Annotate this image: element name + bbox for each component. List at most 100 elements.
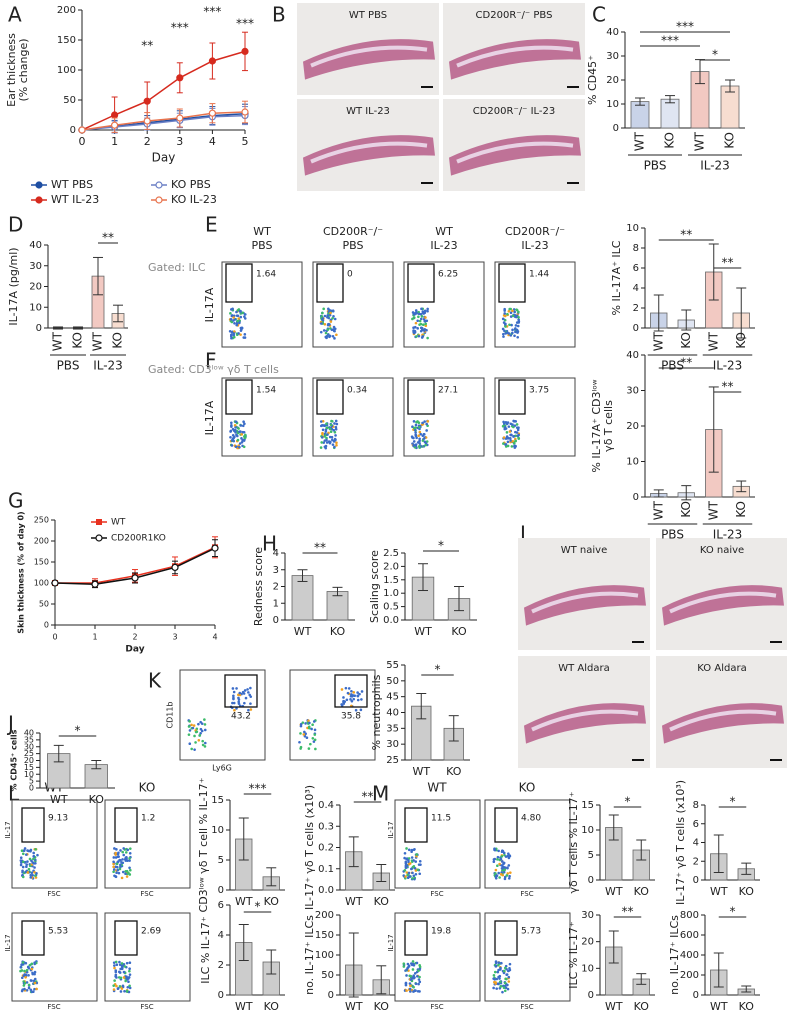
y-tick-label: 0	[633, 492, 639, 503]
gate	[404, 920, 428, 956]
flow-event	[323, 322, 327, 326]
y-tick-label: 50	[39, 600, 49, 609]
flow-event	[197, 722, 200, 726]
gate-percentage: 0.34	[347, 386, 367, 396]
significance-label: **	[314, 541, 326, 555]
gate-percentage: 5.73	[521, 927, 541, 937]
y-tick-label: 100	[315, 950, 334, 961]
significance-label: *	[435, 663, 441, 677]
legend-label: KO IL-23	[171, 193, 217, 206]
flow-event	[423, 329, 426, 332]
error-bar	[635, 97, 645, 106]
flow-event	[121, 850, 124, 854]
flow-event	[495, 874, 498, 878]
flow-event	[35, 987, 38, 991]
y-tick-label: 15	[24, 763, 34, 772]
x-tick-label: WT	[605, 885, 623, 898]
flow-event	[325, 441, 329, 444]
data-point	[51, 579, 59, 587]
error-bar	[376, 864, 387, 882]
flow-event	[507, 864, 511, 867]
column-header: CD200R⁻/⁻	[505, 225, 565, 238]
x-tick-label: KO	[111, 332, 125, 349]
y-tick-label: 40	[24, 729, 34, 738]
significance-label: ***	[661, 34, 679, 48]
flow-event	[411, 865, 415, 869]
flow-event	[240, 437, 243, 440]
y-axis-label: no. IL-17⁺ ILCs	[303, 915, 316, 995]
x-tick-label: 3	[176, 135, 183, 148]
flow-event	[510, 323, 513, 327]
flow-event	[113, 964, 116, 967]
group-label: IL-23	[713, 359, 743, 373]
flow-event	[234, 420, 238, 424]
flow-event	[417, 982, 420, 986]
flow-event	[407, 857, 411, 860]
flow-event	[408, 987, 412, 991]
flow-event	[403, 856, 406, 860]
x-tick-label: WT	[706, 331, 720, 351]
flow-plot-frame	[289, 669, 376, 761]
flow-event	[239, 424, 243, 427]
x-tick-label: 0	[52, 633, 57, 642]
flow-event	[414, 433, 417, 437]
flow-event	[516, 428, 520, 432]
panel-label: J	[6, 712, 14, 736]
column-header: WT	[253, 225, 271, 238]
axis-label: FSC	[520, 1003, 533, 1011]
error-bar	[91, 760, 102, 770]
flow-event	[33, 871, 36, 874]
flow-event	[414, 982, 418, 986]
flow-event	[305, 736, 309, 740]
flow-event	[128, 973, 132, 976]
flow-event	[496, 864, 499, 867]
flow-event	[423, 320, 427, 323]
flow-event	[229, 435, 232, 439]
flow-event	[502, 436, 506, 439]
data-point	[96, 519, 102, 525]
flow-event	[507, 425, 511, 428]
flow-event	[356, 698, 360, 702]
y-tick-label: 40	[29, 240, 42, 251]
y-tick-label: 10	[211, 825, 224, 836]
flow-event	[233, 708, 236, 712]
flow-event	[494, 877, 498, 880]
flow-event	[356, 694, 360, 698]
y-tick-label: 200	[680, 970, 699, 981]
flow-event	[411, 317, 414, 321]
flow-event	[513, 424, 517, 427]
flow-event	[21, 865, 25, 869]
flow-event	[494, 981, 497, 984]
flow-event	[247, 708, 250, 712]
significance-label: ***	[171, 21, 189, 35]
y-axis-label: γδ T cells % IL-17⁺	[567, 791, 580, 893]
flow-event	[500, 855, 504, 858]
y-tick-label: 600	[680, 930, 699, 941]
flow-event	[240, 328, 243, 331]
flow-event	[413, 847, 416, 851]
flow-event	[354, 708, 358, 712]
flow-event	[410, 867, 413, 871]
axis-label: FSC	[140, 1003, 153, 1011]
y-tick-label: 2	[218, 960, 224, 971]
flow-event	[116, 855, 120, 859]
error-bar	[725, 79, 735, 93]
flow-event	[117, 871, 121, 875]
flow-event	[236, 319, 239, 323]
flow-event	[29, 988, 33, 992]
group-label: IL-23	[93, 359, 123, 373]
flow-event	[503, 314, 507, 318]
flow-event	[234, 425, 237, 429]
flow-event	[30, 871, 34, 875]
flow-event	[307, 719, 310, 722]
flow-event	[333, 317, 337, 321]
flow-event	[405, 989, 408, 992]
flow-event	[241, 311, 244, 315]
x-tick-label: KO	[739, 1000, 755, 1013]
flow-event	[122, 853, 126, 857]
flow-event	[27, 983, 31, 987]
flow-event	[417, 434, 420, 437]
flow-event	[405, 871, 409, 874]
y-tick-label: 10	[581, 963, 594, 974]
